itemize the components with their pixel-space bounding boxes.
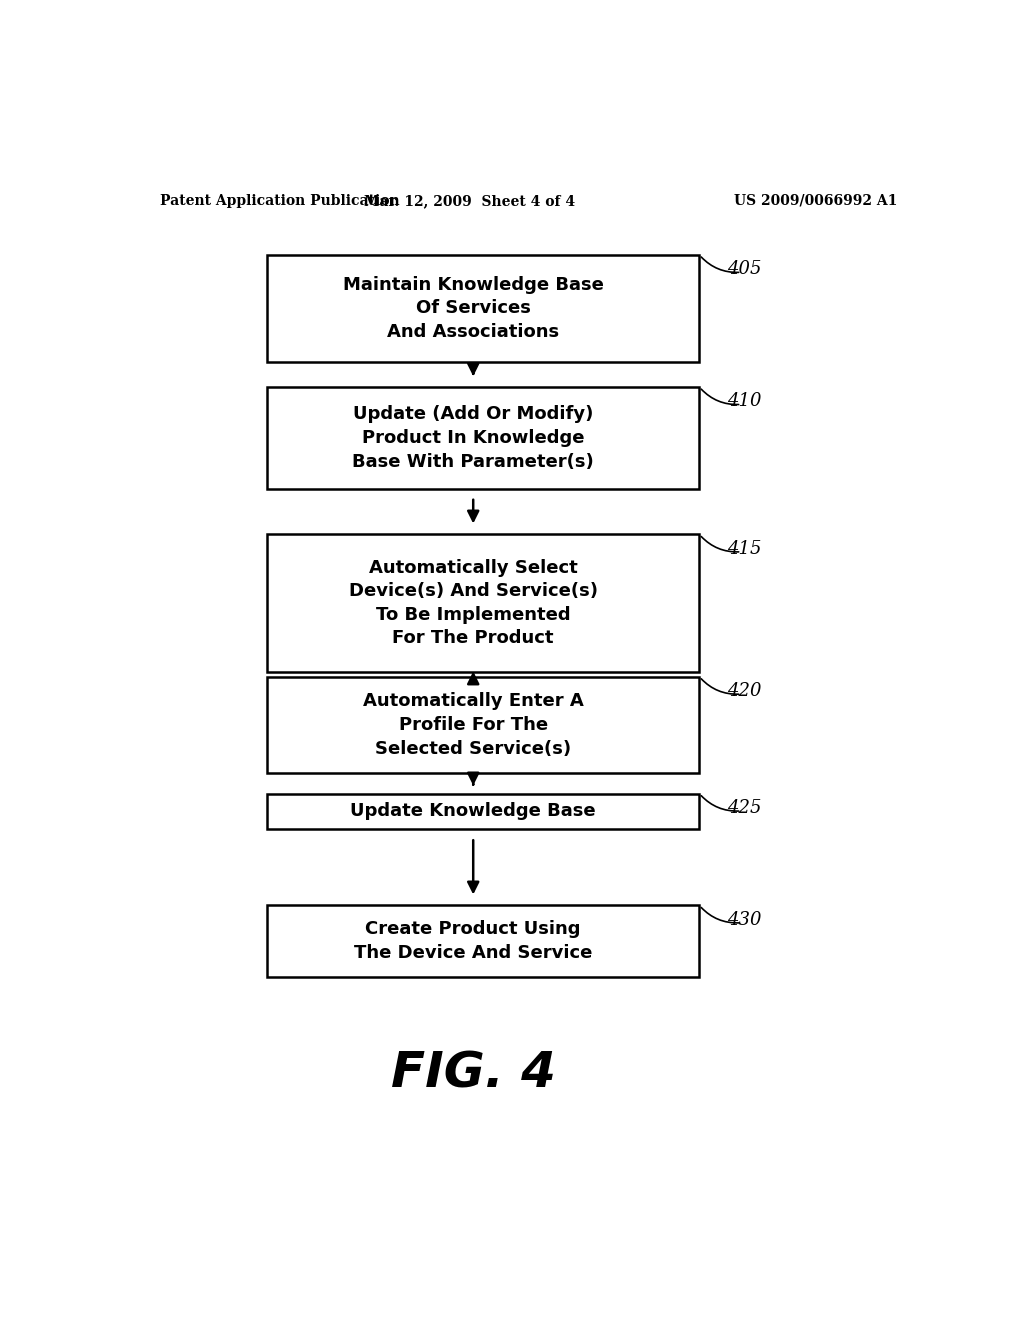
Text: 425: 425: [727, 799, 762, 817]
Text: Patent Application Publication: Patent Application Publication: [160, 194, 399, 209]
FancyBboxPatch shape: [267, 906, 699, 977]
Text: Maintain Knowledge Base
Of Services
And Associations: Maintain Knowledge Base Of Services And …: [343, 276, 604, 341]
FancyBboxPatch shape: [267, 677, 699, 774]
Text: Mar. 12, 2009  Sheet 4 of 4: Mar. 12, 2009 Sheet 4 of 4: [364, 194, 574, 209]
Text: Automatically Select
Device(s) And Service(s)
To Be Implemented
For The Product: Automatically Select Device(s) And Servi…: [349, 558, 598, 648]
Text: US 2009/0066992 A1: US 2009/0066992 A1: [734, 194, 898, 209]
Text: 430: 430: [727, 911, 762, 928]
Text: 405: 405: [727, 260, 762, 279]
FancyBboxPatch shape: [267, 255, 699, 362]
FancyBboxPatch shape: [267, 387, 699, 488]
Text: 420: 420: [727, 682, 762, 700]
FancyBboxPatch shape: [267, 793, 699, 829]
Text: 410: 410: [727, 392, 762, 411]
Text: 415: 415: [727, 540, 762, 557]
FancyBboxPatch shape: [267, 535, 699, 672]
Text: Automatically Enter A
Profile For The
Selected Service(s): Automatically Enter A Profile For The Se…: [362, 693, 584, 758]
Text: Update (Add Or Modify)
Product In Knowledge
Base With Parameter(s): Update (Add Or Modify) Product In Knowle…: [352, 405, 594, 470]
Text: Create Product Using
The Device And Service: Create Product Using The Device And Serv…: [354, 920, 593, 962]
Text: Update Knowledge Base: Update Knowledge Base: [350, 803, 596, 821]
Text: FIG. 4: FIG. 4: [391, 1049, 556, 1097]
